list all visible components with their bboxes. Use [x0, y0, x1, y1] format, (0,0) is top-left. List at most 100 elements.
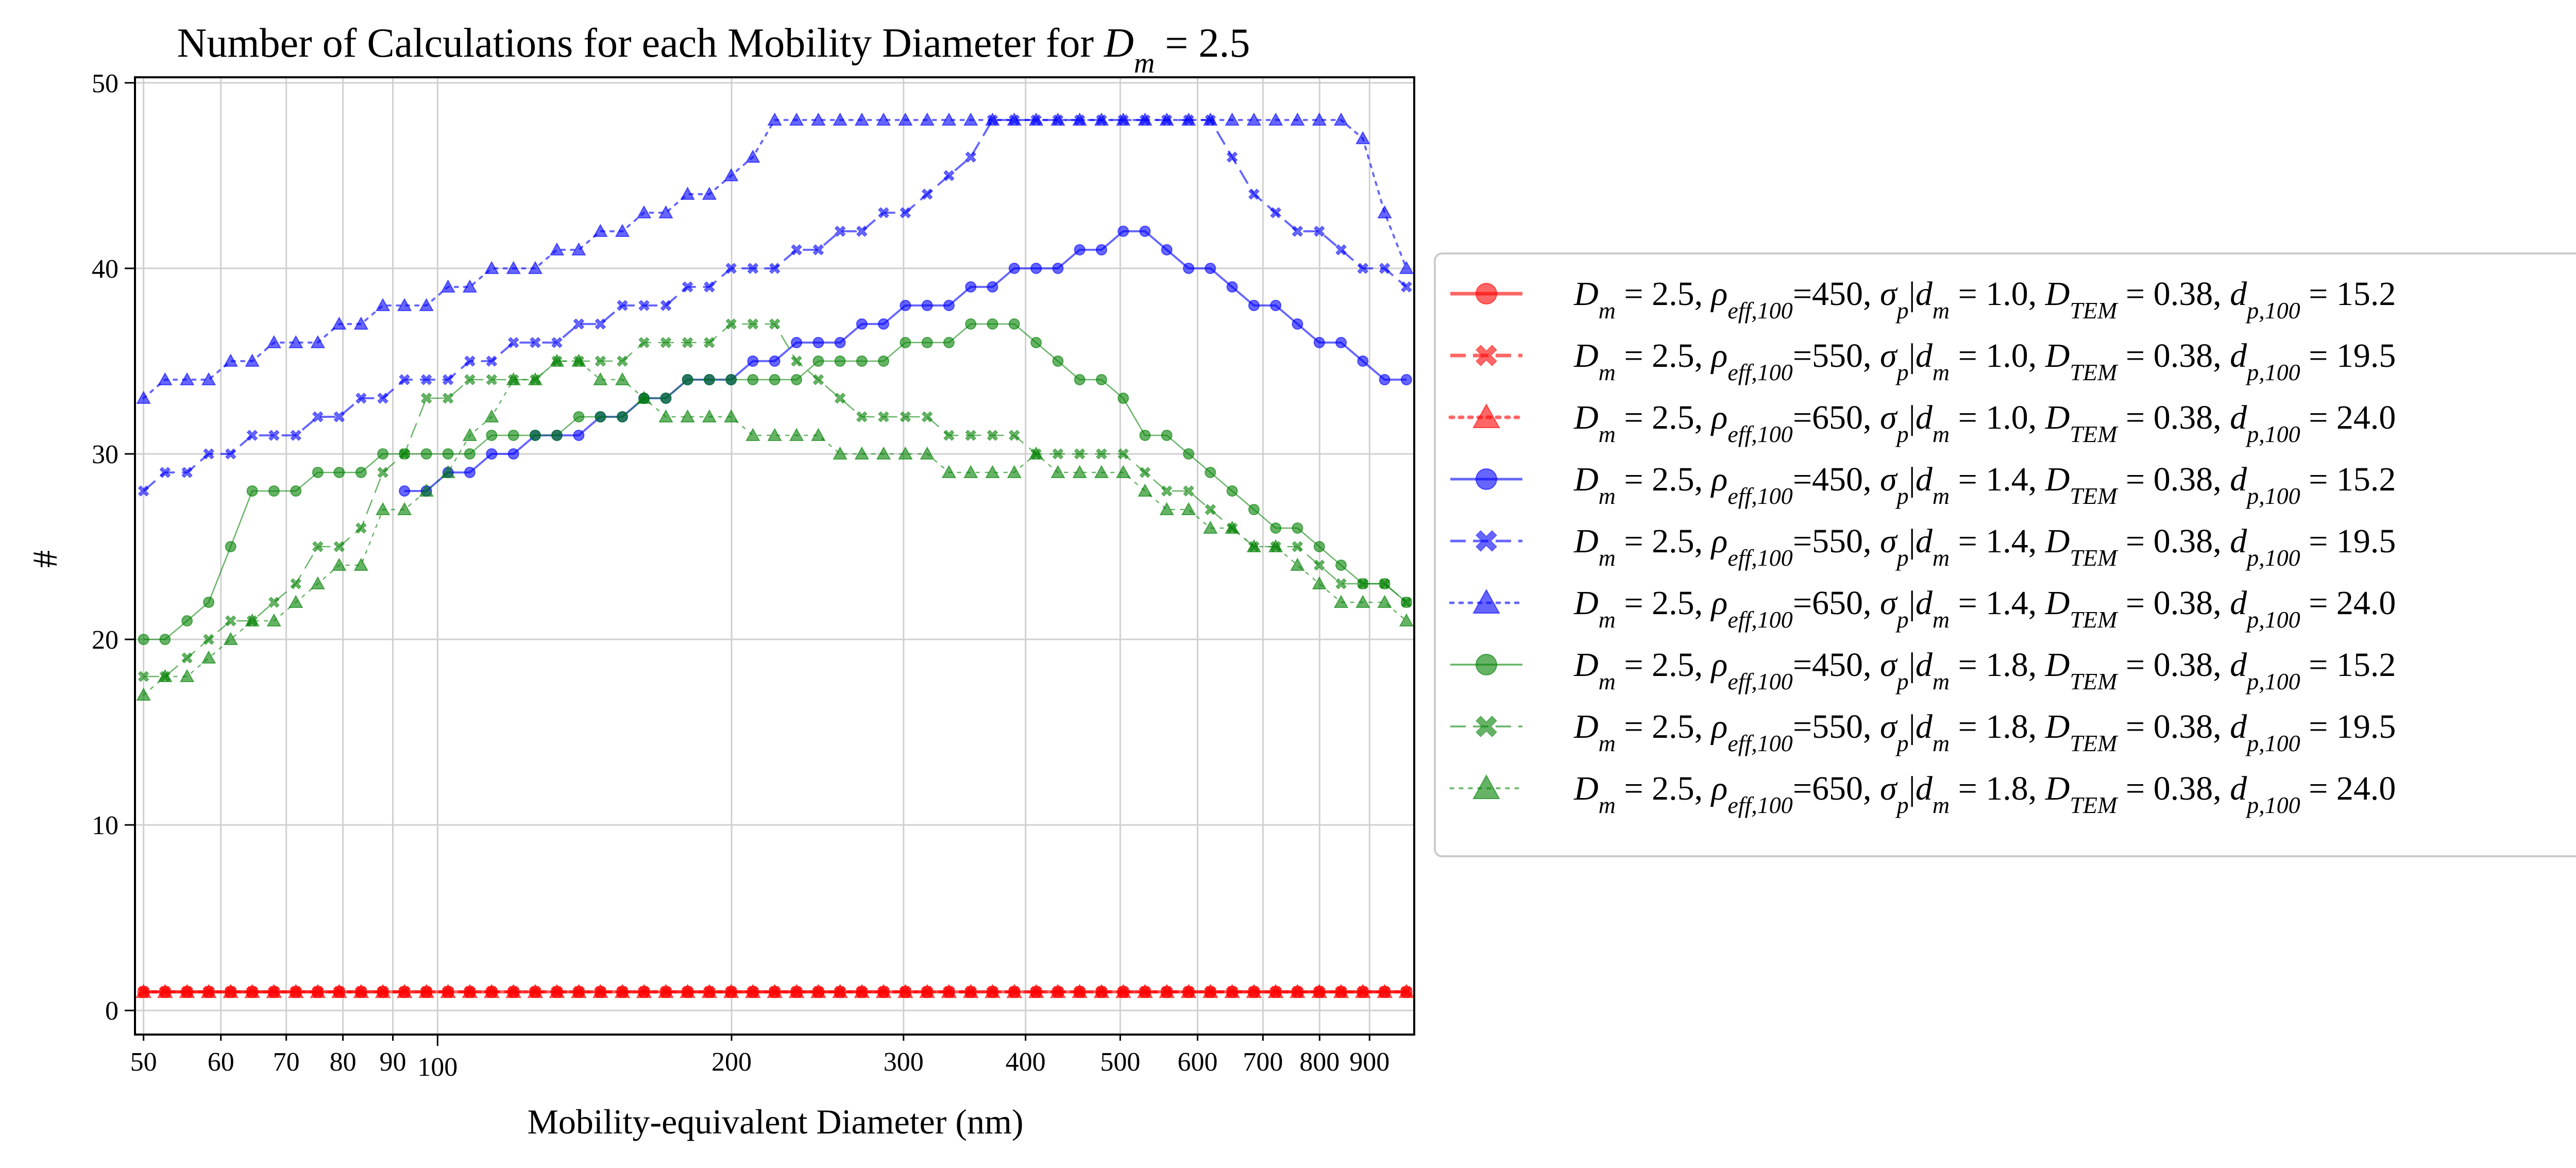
data-point: [1399, 613, 1414, 627]
data-point: [1074, 244, 1086, 256]
data-point: [987, 318, 998, 330]
data-point: [1180, 984, 1197, 998]
data-point: [833, 112, 848, 126]
chart-title-text: Number of Calculations for each Mobility…: [177, 21, 1104, 66]
data-point: [1050, 465, 1065, 478]
data-point: [725, 374, 737, 385]
data-point: [1006, 984, 1023, 998]
data-point: [1052, 448, 1064, 460]
data-point: [1268, 539, 1283, 552]
data-point: [1028, 984, 1044, 998]
data-point: [203, 634, 214, 645]
data-point: [810, 984, 826, 998]
x-tick-label: 300: [884, 1047, 924, 1077]
data-point: [769, 355, 781, 367]
data-point: [788, 984, 805, 998]
data-point: [1290, 557, 1305, 571]
data-point: [505, 984, 522, 998]
data-point: [507, 448, 519, 460]
data-point: [399, 485, 411, 497]
data-point: [1205, 466, 1216, 478]
data-point: [1094, 465, 1109, 478]
data-point: [1312, 112, 1327, 126]
data-point: [1007, 465, 1022, 478]
legend-entry-1: Dm = 2.5, ρeff,100=450, σp|dm = 1.0, DTE…: [1450, 275, 2396, 324]
legend-marker: [1476, 468, 1497, 490]
data-point: [614, 984, 631, 998]
data-point: [353, 557, 369, 571]
data-point: [377, 448, 389, 460]
data-point: [399, 374, 410, 385]
chart-title-math: D: [1104, 21, 1134, 66]
data-point: [941, 465, 957, 478]
data-point: [419, 298, 434, 311]
data-point: [617, 356, 628, 367]
data-point: [680, 187, 695, 200]
data-point: [1357, 263, 1368, 274]
data-point: [1203, 112, 1218, 126]
data-point: [921, 299, 933, 311]
data-point: [941, 112, 957, 126]
data-point: [767, 428, 782, 441]
x-tick-label: 700: [1243, 1047, 1283, 1077]
data-point: [573, 411, 585, 422]
data-point: [592, 984, 608, 998]
data-point: [854, 112, 870, 126]
data-point: [638, 337, 650, 348]
data-point: [268, 485, 280, 497]
legend: Dm = 2.5, ρeff,100=450, σp|dm = 1.0, DTE…: [1434, 252, 2576, 857]
x-axis-label: Mobility-equivalent Diameter (nm): [527, 1102, 1023, 1141]
data-point: [246, 430, 258, 441]
data-point: [1270, 522, 1282, 534]
data-point: [530, 337, 541, 348]
data-point: [1072, 984, 1088, 998]
data-point: [290, 578, 301, 589]
chart-title-math-value: = 2.5: [1155, 21, 1250, 66]
data-point: [1248, 189, 1260, 200]
data-point: [1095, 374, 1107, 385]
data-point: [921, 411, 933, 422]
data-point: [266, 335, 281, 348]
data-point: [878, 355, 890, 367]
legend-entry-5: Dm = 2.5, ρeff,100=550, σp|dm = 1.4, DTE…: [1450, 522, 2396, 571]
data-point: [682, 281, 693, 293]
data-point: [1335, 336, 1347, 348]
data-point: [486, 356, 497, 367]
data-point: [138, 485, 149, 497]
data-point: [812, 336, 824, 348]
data-point: [834, 355, 846, 367]
data-point: [1115, 984, 1131, 998]
data-point: [1008, 318, 1020, 330]
data-point: [484, 409, 499, 422]
data-point: [506, 372, 521, 385]
data-point: [528, 261, 543, 274]
data-point: [1226, 281, 1238, 293]
data-point: [769, 263, 781, 274]
data-point: [617, 300, 628, 311]
data-point: [615, 372, 630, 385]
data-point: [963, 112, 978, 126]
data-point: [1224, 984, 1241, 998]
data-point: [201, 650, 216, 664]
data-point: [1333, 984, 1349, 998]
data-point: [353, 316, 369, 330]
data-point: [1139, 467, 1151, 478]
data-point: [464, 356, 476, 367]
data-point: [333, 466, 345, 478]
data-point: [1117, 448, 1129, 460]
data-point: [789, 112, 804, 126]
data-point: [1314, 560, 1325, 571]
x-tick-label: 60: [208, 1047, 234, 1077]
x-tick-label: 100: [417, 1053, 457, 1082]
legend-label: Dm = 2.5, ρeff,100=650, σp|dm = 1.0, DTE…: [1573, 399, 2396, 447]
data-point: [1159, 502, 1174, 515]
data-point: [812, 244, 824, 256]
data-point: [1028, 112, 1044, 126]
data-point: [223, 353, 238, 367]
data-point: [878, 318, 890, 330]
data-point: [1117, 392, 1129, 404]
data-point: [1072, 465, 1087, 478]
data-point: [399, 448, 410, 460]
data-point: [834, 336, 846, 348]
data-point: [1313, 540, 1325, 552]
